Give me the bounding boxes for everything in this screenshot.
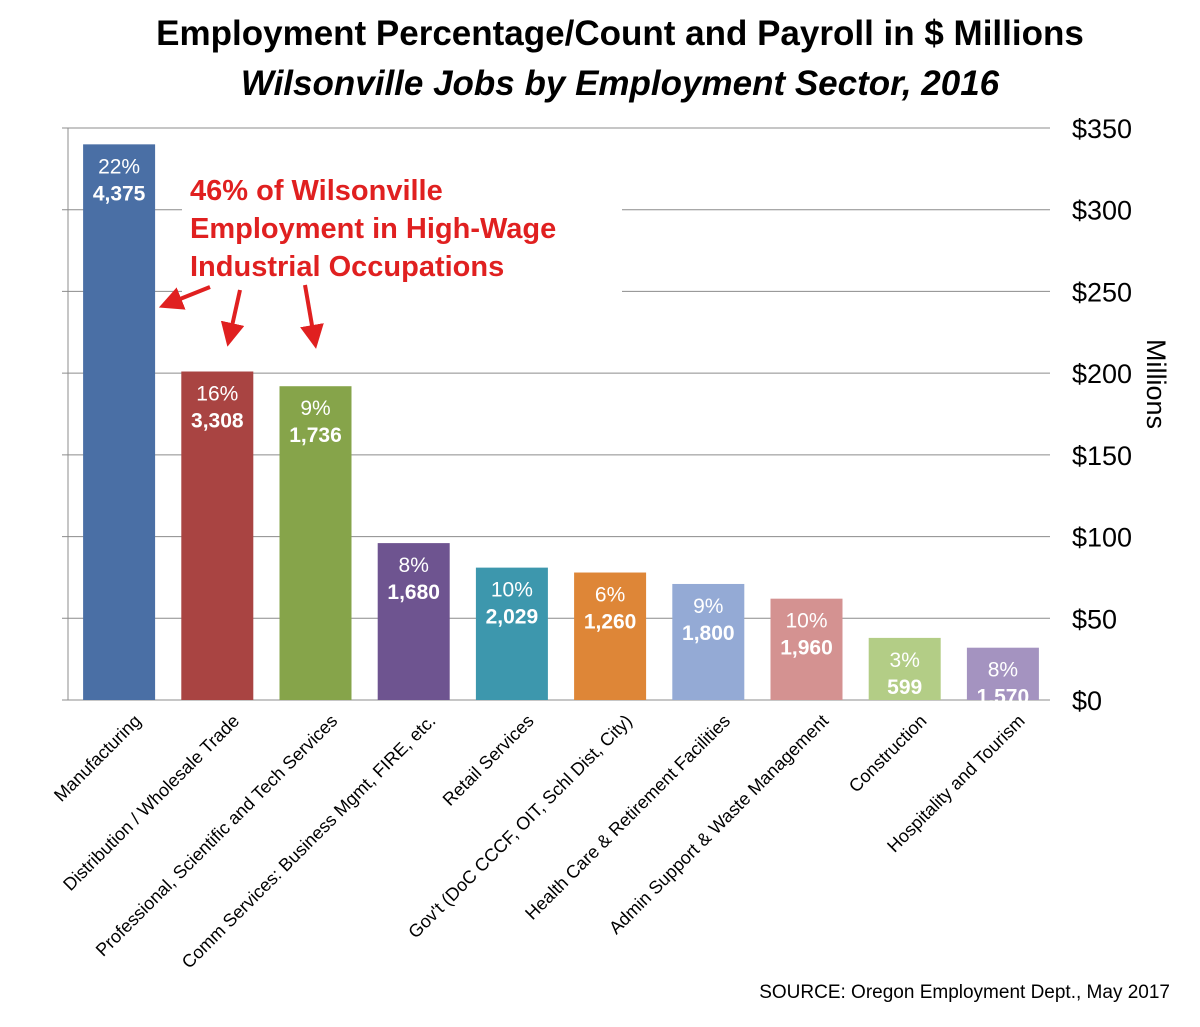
bar-percent-label: 16% <box>196 383 238 406</box>
bar-count-label: 599 <box>887 676 922 699</box>
y-tick-label: $200 <box>1072 359 1132 389</box>
annotation: 46% of Wilsonville Employment in High-Wag… <box>158 172 622 349</box>
bar <box>672 583 745 700</box>
x-tick-label: Health Care & Retirement Facilities <box>521 711 734 924</box>
bar <box>475 567 548 700</box>
bar <box>770 598 843 700</box>
bar-percent-label: 10% <box>491 579 533 602</box>
bar-percent-label: 8% <box>399 554 429 577</box>
bar <box>868 637 941 700</box>
annotation-arrow <box>158 285 211 310</box>
bar <box>574 572 647 700</box>
bar-percent-label: 6% <box>595 584 625 607</box>
bar <box>377 543 450 700</box>
bar-percent-label: 3% <box>890 649 920 672</box>
bars <box>83 144 1039 701</box>
y-axis-label: Millions <box>1141 339 1171 429</box>
bar <box>83 144 156 701</box>
y-tick-label: $300 <box>1072 196 1132 226</box>
annotation-line: 46% of Wilsonville <box>190 175 443 207</box>
bar-percent-label: 22% <box>98 155 140 178</box>
bar-count-label: 1,570 <box>977 686 1030 709</box>
bar-count-label: 1,260 <box>584 611 637 634</box>
bar <box>279 386 352 700</box>
x-tick-label: Construction <box>845 711 931 797</box>
y-tick-label: $0 <box>1072 686 1102 716</box>
bar-count-label: 4,375 <box>93 182 146 205</box>
y-axis-ticks: $0 $50 $100 $150 $200 $250 $300 $350 <box>1072 114 1132 716</box>
bar-count-label: 2,029 <box>486 606 539 629</box>
annotation-arrow <box>220 289 245 347</box>
y-tick-label: $100 <box>1072 523 1132 553</box>
source-note: SOURCE: Oregon Employment Dept., May 201… <box>759 982 1170 1003</box>
y-tick-label: $350 <box>1072 114 1132 144</box>
y-tick-label: $50 <box>1072 604 1117 634</box>
bar-count-label: 1,680 <box>387 581 440 604</box>
x-tick-label: Manufacturing <box>50 711 145 806</box>
y-tick-label: $250 <box>1072 277 1132 307</box>
chart-title: Employment Percentage/Count and Payroll … <box>156 14 1084 53</box>
bar-count-label: 1,800 <box>682 622 735 645</box>
y-tick-label: $150 <box>1072 441 1132 471</box>
bar-labels: 22% 4,375 16% 3,308 9% 1,736 8% 1,680 10% 2,029 6%… <box>93 155 1029 708</box>
bar-percent-label: 9% <box>693 595 723 618</box>
annotation-arrow <box>300 284 324 349</box>
bar-percent-label: 10% <box>785 610 827 633</box>
x-tick-label: Distribution / Wholesale Trade <box>59 711 243 895</box>
bar-percent-label: 8% <box>988 659 1018 682</box>
x-tick-label: Gov't (DoC CCCF, OIT, Schl Dist, City) <box>404 711 636 943</box>
bar-count-label: 1,960 <box>780 637 833 660</box>
annotation-line: Employment in High-Wage <box>190 213 556 245</box>
annotation-line: Industrial Occupations <box>190 251 504 283</box>
x-tick-label: Admin Support & Waste Management <box>605 711 832 938</box>
bar-percent-label: 9% <box>300 397 330 420</box>
bar-count-label: 1,736 <box>289 424 342 447</box>
bar-count-label: 3,308 <box>191 410 244 433</box>
x-tick-label: Retail Services <box>439 711 538 810</box>
chart-subtitle: Wilsonville Jobs by Employment Sector, 2… <box>240 64 1000 103</box>
bar <box>181 371 254 700</box>
bar <box>966 647 1039 700</box>
annotation-background <box>182 172 622 292</box>
